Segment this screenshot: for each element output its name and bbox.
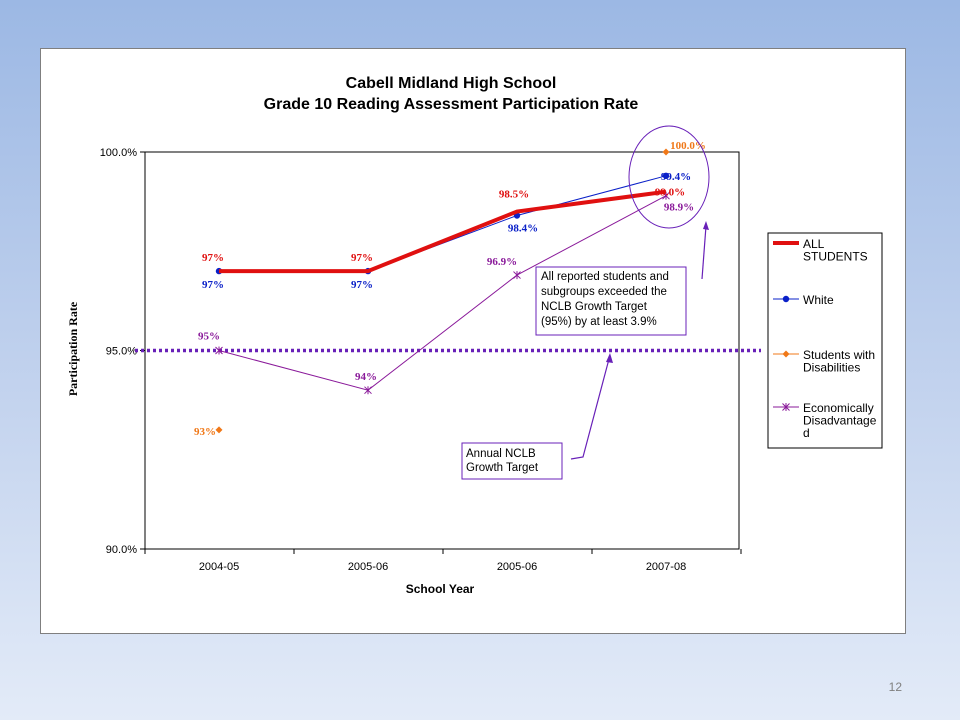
data-label-white: 98.4% — [508, 223, 538, 235]
series-line-all_students — [219, 189, 667, 274]
callout-exceeded-text: NCLB Growth Target — [541, 301, 648, 313]
x-axis-label: School Year — [406, 582, 475, 596]
legend-marker-white — [782, 295, 790, 303]
y-axis-label: Participation Rate — [66, 301, 80, 396]
chart-subtitle: Grade 10 Reading Assessment Participatio… — [264, 96, 639, 113]
legend-label-white: White — [803, 293, 834, 307]
data-label-economically_disadvantaged: 94% — [355, 371, 377, 383]
callout-target-text: Annual NCLB — [466, 448, 536, 460]
chart-panel: Cabell Midland High School Grade 10 Read… — [40, 48, 906, 634]
x-tick-label: 2005-06 — [497, 561, 537, 573]
callout-target-text: Growth Target — [466, 462, 539, 474]
data-label-all_students: 99.0% — [655, 187, 685, 199]
x-tick-label: 2007-08 — [646, 561, 686, 573]
data-point-economically_disadvantaged — [215, 346, 223, 355]
x-tick-label: 2004-05 — [199, 561, 239, 573]
y-tick-label: 100.0% — [100, 147, 138, 159]
series-line-economically_disadvantaged — [218, 195, 667, 391]
data-label-white: 97% — [351, 279, 373, 291]
y-tick-label: 95.0% — [106, 346, 137, 358]
data-point-economically_disadvantaged — [513, 271, 521, 280]
legend-label-students_with_disabilities: Disabilities — [803, 361, 860, 375]
data-point-students_with_disabilities — [662, 148, 670, 156]
legend-box — [767, 232, 883, 449]
legend-label-economically_disadvantaged: d — [803, 426, 810, 440]
legend-label-students_with_disabilities: Students with — [803, 348, 875, 362]
callout-target-arrowhead — [606, 353, 613, 363]
data-point-students_with_disabilities — [215, 426, 223, 434]
callout-exceeded-arrow — [701, 225, 707, 280]
data-point-economically_disadvantaged — [364, 386, 372, 395]
callout-exceeded-text: subgroups exceeded the — [541, 286, 667, 298]
data-label-economically_disadvantaged: 98.9% — [664, 202, 694, 214]
callout-target-box — [461, 442, 563, 480]
callout-exceeded-arrowhead — [703, 221, 709, 230]
data-label-all_students: 97% — [202, 252, 224, 264]
plot-area: 90.0% 95.0% 100.0% 2004-05 2005-06 2005-06 200… — [100, 125, 883, 573]
callout-exceeded-text: (95%) by at least 3.9% — [541, 316, 657, 328]
data-label-white: 97% — [202, 279, 224, 291]
legend-marker-students_with_disabilities — [782, 350, 790, 358]
data-point-white — [662, 172, 670, 180]
legend-label-economically_disadvantaged: Disadvantage — [803, 414, 877, 428]
data-label-all_students: 98.5% — [499, 189, 529, 201]
data-label-students_with_disabilities: 93% — [194, 426, 216, 438]
highlight-ellipse — [628, 125, 710, 229]
callout-target-arrow — [570, 358, 610, 460]
callout-exceeded-text: All reported students and — [541, 271, 669, 283]
legend-marker-economically_disadvantaged — [782, 403, 790, 411]
callout-exceeded-box — [535, 266, 687, 336]
legend-label-all_students: ALL — [803, 237, 825, 251]
data-label-students_with_disabilities: 100.0% — [670, 140, 706, 152]
data-label-economically_disadvantaged: 96.9% — [487, 256, 517, 268]
legend-label-economically_disadvantaged: Economically — [803, 401, 874, 415]
legend-label-all_students: STUDENTS — [803, 250, 868, 264]
chart-title: Cabell Midland High School — [346, 75, 557, 92]
data-label-economically_disadvantaged: 95% — [198, 331, 220, 343]
series-line-white — [219, 175, 667, 272]
data-label-all_students: 97% — [351, 252, 373, 264]
slide-number: 12 — [888, 680, 902, 694]
y-tick-label: 90.0% — [106, 544, 137, 556]
x-tick-label: 2005-06 — [348, 561, 388, 573]
line-chart: Cabell Midland High School Grade 10 Read… — [66, 75, 883, 596]
data-label-white: 99.4% — [661, 171, 691, 183]
